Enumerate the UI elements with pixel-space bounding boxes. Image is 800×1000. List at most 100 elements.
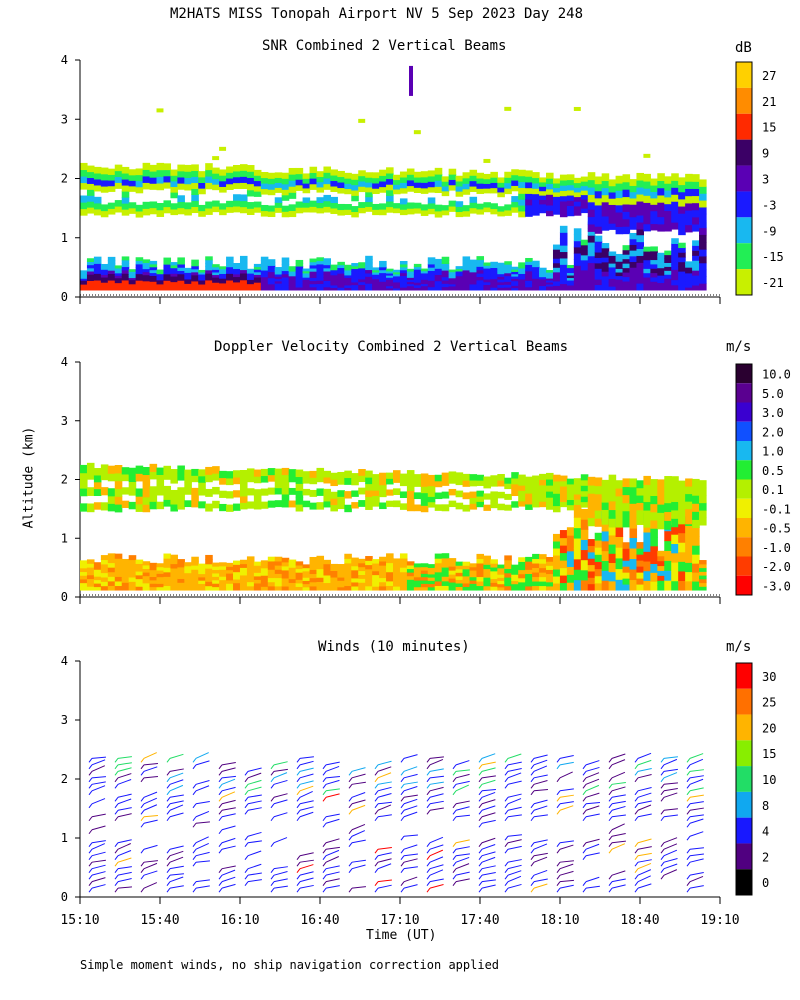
snr-cell xyxy=(692,284,700,291)
snr-cell xyxy=(309,166,318,173)
wind-barb-flag xyxy=(660,855,665,861)
wind-barb-flag xyxy=(140,816,145,822)
snr-cell xyxy=(636,193,644,202)
doppler-cell xyxy=(330,573,338,578)
snr-cell xyxy=(330,284,338,288)
doppler-cell xyxy=(253,476,262,484)
snr-cell xyxy=(233,265,241,269)
doppler-cell xyxy=(205,581,213,587)
snr-cell xyxy=(86,277,95,281)
wind-barb-flag xyxy=(218,784,223,789)
wind-barb-flag xyxy=(270,764,275,770)
doppler-cell xyxy=(239,470,248,478)
doppler-cell xyxy=(246,577,255,583)
snr-cell xyxy=(372,278,380,282)
snr-cell xyxy=(267,210,276,218)
snr-cell xyxy=(643,180,651,189)
doppler-cell xyxy=(226,504,234,512)
snr-cell xyxy=(511,271,519,275)
snr-cell xyxy=(601,201,610,210)
snr-cell xyxy=(699,179,707,187)
doppler-cell xyxy=(469,566,478,571)
wind-barb xyxy=(91,864,106,870)
snr-cell xyxy=(657,256,665,261)
doppler-cell xyxy=(685,580,693,591)
snr-cell xyxy=(559,245,568,253)
snr-cell xyxy=(107,174,116,181)
doppler-cell xyxy=(260,571,269,576)
doppler-cell xyxy=(128,474,137,483)
winds-colorbar-swatch xyxy=(736,843,752,870)
doppler-cell xyxy=(121,586,130,591)
doppler-cell xyxy=(295,575,304,580)
snr-cell xyxy=(580,279,589,286)
doppler-cell xyxy=(100,487,109,496)
doppler-cell xyxy=(587,583,596,591)
doppler-cell xyxy=(497,564,505,569)
wind-barb-flag xyxy=(478,796,483,802)
snr-cell xyxy=(650,259,658,265)
wind-barb-flag xyxy=(478,777,483,783)
doppler-cell xyxy=(671,476,679,486)
wind-barb xyxy=(325,761,340,766)
snr-cell xyxy=(80,282,88,285)
snr-cell xyxy=(205,269,213,274)
snr-cell xyxy=(546,287,554,291)
snr-cell xyxy=(413,282,422,286)
wind-barb-flag xyxy=(400,803,405,809)
doppler-cell xyxy=(699,563,707,569)
doppler-cell xyxy=(156,576,165,581)
doppler-cell xyxy=(615,511,624,520)
doppler-cell xyxy=(587,577,596,585)
wind-barb-flag xyxy=(218,868,223,873)
snr-cell xyxy=(372,172,380,179)
doppler-cell xyxy=(427,485,436,492)
doppler-cell xyxy=(330,583,338,588)
snr-cell xyxy=(455,287,464,291)
snr-cell xyxy=(267,268,276,273)
doppler-cell xyxy=(365,477,373,485)
doppler-cell xyxy=(399,580,408,586)
doppler-cell xyxy=(420,498,429,506)
doppler-cell xyxy=(664,550,672,561)
snr-cell xyxy=(469,185,478,192)
doppler-cell xyxy=(566,489,575,495)
snr-cell xyxy=(406,270,415,274)
snr-cell xyxy=(149,164,158,172)
snr-cell xyxy=(413,176,422,183)
doppler-cell xyxy=(608,509,617,519)
snr-cell xyxy=(518,169,526,177)
doppler-cell xyxy=(246,560,255,566)
doppler-cell xyxy=(135,559,144,564)
snr-cell xyxy=(566,279,575,284)
wind-barb xyxy=(169,768,184,772)
wind-barb-flag xyxy=(556,764,561,770)
wind-barb-flag xyxy=(374,816,379,822)
doppler-cell xyxy=(205,568,213,574)
wind-barb xyxy=(637,804,652,811)
wind-barb xyxy=(481,837,496,844)
doppler-cell xyxy=(379,490,387,498)
doppler-cell xyxy=(233,582,241,587)
wind-barb xyxy=(533,843,548,850)
doppler-cell xyxy=(274,468,283,476)
wind-barb-flag xyxy=(426,790,431,796)
snr-cell xyxy=(212,271,220,276)
doppler-cell xyxy=(490,570,498,576)
snr-cell xyxy=(615,257,624,262)
snr-cell xyxy=(629,222,638,230)
doppler-cell xyxy=(205,563,213,569)
doppler-cell xyxy=(86,567,95,572)
doppler-cell xyxy=(441,562,450,568)
doppler-cell xyxy=(107,488,116,497)
doppler-cell xyxy=(288,574,297,580)
snr-cell xyxy=(629,179,638,186)
snr-cell xyxy=(476,276,485,281)
doppler-cell xyxy=(685,508,693,517)
snr-cell xyxy=(114,280,123,284)
snr-cell xyxy=(420,176,429,183)
doppler-colorbar-label: 10.0 xyxy=(762,368,791,382)
snr-cell xyxy=(462,263,471,268)
doppler-cell xyxy=(546,577,554,583)
snr-cell xyxy=(406,202,415,209)
